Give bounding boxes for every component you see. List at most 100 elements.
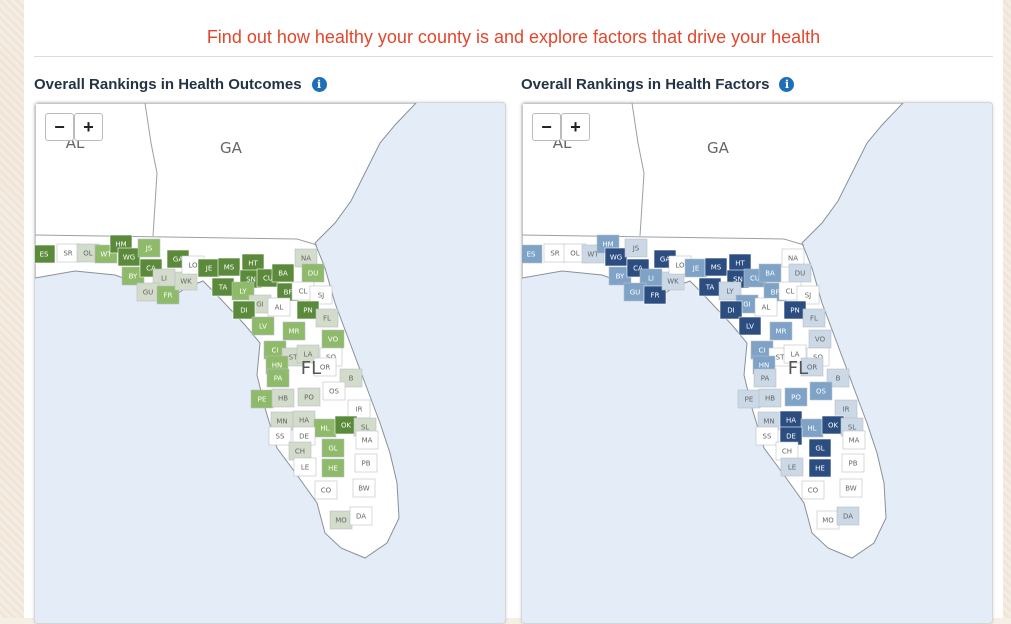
county-shape[interactable] bbox=[231, 281, 255, 301]
county-al[interactable]: AL bbox=[754, 297, 778, 317]
county-by[interactable]: BY bbox=[121, 266, 145, 286]
county-du[interactable]: DU bbox=[788, 263, 812, 283]
county-shape[interactable] bbox=[718, 281, 742, 301]
county-shape[interactable] bbox=[796, 285, 820, 305]
zoom-out-button[interactable]: − bbox=[45, 113, 74, 141]
county-shape[interactable] bbox=[313, 357, 337, 377]
county-he[interactable]: HE bbox=[321, 458, 345, 478]
county-ht[interactable]: HT bbox=[728, 253, 752, 273]
county-shape[interactable] bbox=[322, 381, 346, 401]
county-pa[interactable]: PA bbox=[266, 368, 290, 388]
county-mo[interactable]: MO bbox=[329, 510, 353, 530]
county-shape[interactable] bbox=[624, 238, 648, 258]
county-pn[interactable]: PN bbox=[296, 300, 320, 320]
county-je[interactable]: JE bbox=[197, 258, 221, 278]
county-sr[interactable]: SR bbox=[543, 243, 567, 263]
county-hb[interactable]: HB bbox=[271, 388, 295, 408]
info-icon[interactable]: i bbox=[311, 77, 327, 92]
county-shape[interactable] bbox=[297, 387, 321, 407]
county-di[interactable]: DI bbox=[232, 300, 256, 320]
county-b[interactable]: B bbox=[339, 368, 363, 388]
county-shape[interactable] bbox=[808, 458, 832, 478]
county-la[interactable]: LA bbox=[783, 344, 807, 364]
county-bw[interactable]: BW bbox=[352, 478, 376, 498]
county-di[interactable]: DI bbox=[719, 300, 743, 320]
county-shape[interactable] bbox=[309, 285, 333, 305]
county-gl[interactable]: GL bbox=[808, 438, 832, 458]
county-shape[interactable] bbox=[719, 300, 743, 320]
county-shape[interactable] bbox=[754, 297, 778, 317]
county-le[interactable]: LE bbox=[780, 457, 804, 477]
county-shape[interactable] bbox=[296, 344, 320, 364]
county-fr[interactable]: FR bbox=[643, 285, 667, 305]
county-shape[interactable] bbox=[758, 388, 782, 408]
county-shape[interactable] bbox=[266, 368, 290, 388]
county-pa[interactable]: PA bbox=[753, 368, 777, 388]
county-shape[interactable] bbox=[758, 263, 782, 283]
county-ly[interactable]: LY bbox=[718, 281, 742, 301]
county-du[interactable]: DU bbox=[301, 263, 325, 283]
county-shape[interactable] bbox=[839, 478, 863, 498]
zoom-out-button[interactable]: − bbox=[532, 113, 561, 141]
county-by[interactable]: BY bbox=[608, 266, 632, 286]
county-ma[interactable]: MA bbox=[842, 430, 866, 450]
county-lv[interactable]: LV bbox=[738, 316, 762, 336]
county-hl[interactable]: HL bbox=[800, 418, 824, 438]
county-gu[interactable]: GU bbox=[623, 282, 647, 302]
county-po[interactable]: PO bbox=[297, 387, 321, 407]
county-ha[interactable]: HA bbox=[779, 410, 803, 430]
county-mr[interactable]: MR bbox=[282, 321, 306, 341]
county-da[interactable]: DA bbox=[836, 506, 860, 526]
county-es[interactable]: ES bbox=[522, 244, 543, 264]
county-fr[interactable]: FR bbox=[156, 285, 180, 305]
county-he[interactable]: HE bbox=[808, 458, 832, 478]
county-shape[interactable] bbox=[801, 480, 825, 500]
county-po[interactable]: PO bbox=[784, 387, 808, 407]
zoom-in-button[interactable]: + bbox=[74, 113, 103, 141]
county-shape[interactable] bbox=[826, 368, 850, 388]
county-ch[interactable]: CH bbox=[288, 441, 312, 461]
county-shape[interactable] bbox=[35, 244, 56, 264]
county-shape[interactable] bbox=[315, 308, 339, 328]
county-lv[interactable]: LV bbox=[251, 316, 275, 336]
county-al[interactable]: AL bbox=[267, 297, 291, 317]
county-ms[interactable]: MS bbox=[217, 257, 241, 277]
county-shape[interactable] bbox=[738, 316, 762, 336]
county-shape[interactable] bbox=[349, 506, 373, 526]
county-co[interactable]: CO bbox=[314, 480, 338, 500]
county-sj[interactable]: SJ bbox=[796, 285, 820, 305]
county-shape[interactable] bbox=[809, 381, 833, 401]
county-shape[interactable] bbox=[217, 257, 241, 277]
county-ss[interactable]: SS bbox=[268, 426, 292, 446]
county-ta[interactable]: TA bbox=[211, 277, 235, 297]
county-shape[interactable] bbox=[232, 300, 256, 320]
county-fl[interactable]: FL bbox=[315, 308, 339, 328]
county-gl[interactable]: GL bbox=[321, 438, 345, 458]
county-pe[interactable]: PE bbox=[737, 389, 761, 409]
county-shape[interactable] bbox=[321, 458, 345, 478]
county-hl[interactable]: HL bbox=[313, 418, 337, 438]
county-de[interactable]: DE bbox=[292, 426, 316, 446]
county-os[interactable]: OS bbox=[322, 381, 346, 401]
zoom-in-button[interactable]: + bbox=[561, 113, 590, 141]
county-shape[interactable] bbox=[352, 478, 376, 498]
county-co[interactable]: CO bbox=[801, 480, 825, 500]
county-shape[interactable] bbox=[643, 285, 667, 305]
county-shape[interactable] bbox=[808, 438, 832, 458]
county-ba[interactable]: BA bbox=[271, 263, 295, 283]
county-es[interactable]: ES bbox=[35, 244, 56, 264]
county-shape[interactable] bbox=[271, 263, 295, 283]
county-shape[interactable] bbox=[753, 368, 777, 388]
county-shape[interactable] bbox=[267, 297, 291, 317]
county-or[interactable]: OR bbox=[313, 357, 337, 377]
info-icon[interactable]: i bbox=[779, 77, 795, 92]
county-shape[interactable] bbox=[802, 308, 826, 328]
county-mo[interactable]: MO bbox=[816, 510, 840, 530]
county-le[interactable]: LE bbox=[293, 457, 317, 477]
county-shape[interactable] bbox=[268, 426, 292, 446]
county-pb[interactable]: PB bbox=[841, 453, 865, 473]
county-shape[interactable] bbox=[842, 430, 866, 450]
county-ly[interactable]: LY bbox=[231, 281, 255, 301]
county-na[interactable]: NA bbox=[781, 248, 805, 268]
